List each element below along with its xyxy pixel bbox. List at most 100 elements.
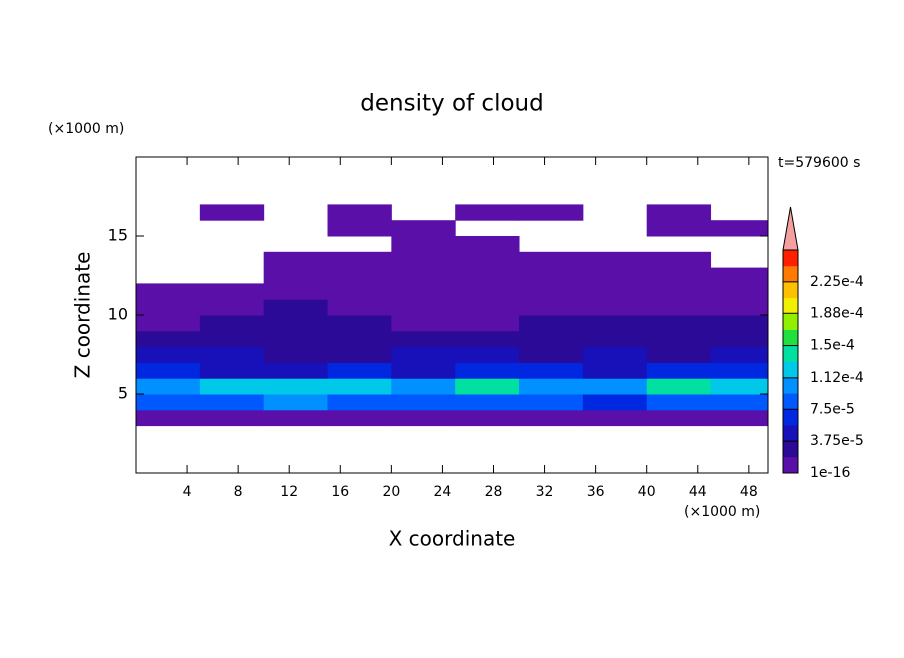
contour-cell [582,283,648,300]
contour-cell [199,409,265,427]
contour-cell [199,283,265,300]
colorbar-bin [783,377,798,394]
colorbar-tick-label: 3.75e-5 [810,433,864,449]
colorbar-bin [783,297,798,315]
contour-cell [582,251,648,269]
contour-cell [263,346,329,363]
x-tick-label: 12 [280,484,298,500]
contour-cell [391,236,456,253]
contour-cell [455,299,520,316]
contour-cell [327,204,392,221]
contour-cell [455,315,520,332]
contour-cell [455,409,520,427]
x-tick-label: 48 [740,484,758,500]
contour-cell [582,267,648,284]
chart-title: density of cloud [360,91,543,117]
contour-cell [710,346,768,363]
contour-cell [646,267,712,284]
contour-cell [646,378,712,395]
contour-cell [327,346,392,363]
colorbar-bin [783,393,798,410]
contour-cell [455,236,520,253]
contour-cell [391,346,456,363]
contour-cell [391,378,456,395]
contour-cell [710,378,768,395]
contour-cell [519,283,584,300]
contour-cell [519,315,584,332]
x-tick-label: 44 [689,484,707,500]
contour-cell [519,267,584,284]
colorbar-bin [783,265,798,283]
contour-cell [519,330,584,348]
colorbar-bin [783,329,798,346]
colorbar-bin [783,441,798,458]
contour-cell [646,346,712,363]
contour-cell [391,330,456,348]
x-tick-label: 40 [638,484,656,500]
x-tick-label: 20 [382,484,400,500]
contour-cell [199,204,265,221]
y-tick-label: 15 [108,226,128,245]
contour-cell [710,299,768,316]
contour-cell [391,409,456,427]
contour-cell [710,409,768,427]
x-tick-label: 16 [331,484,349,500]
contour-cell [582,362,648,379]
contour-cell [263,330,329,348]
time-label: t=579600 s [778,155,860,171]
contour-cell [582,315,648,332]
x-tick-label: 8 [234,484,243,500]
y-unit: (×1000 m) [48,121,124,137]
contour-cell [136,346,201,363]
contour-cell [519,299,584,316]
contour-cell [455,378,520,395]
contour-cell [136,299,201,316]
contour-cell [519,204,584,221]
contour-cell [519,409,584,427]
contour-cell [263,315,329,332]
contour-cell [327,251,392,269]
x-tick-label: 28 [485,484,503,500]
y-tick-label: 10 [108,305,128,324]
contour-cell [263,362,329,379]
x-tick-label: 24 [434,484,452,500]
contour-cell [136,315,201,332]
colorbar-bin [783,313,798,330]
contour-cell [455,330,520,348]
contour-cell [710,267,768,284]
contour-cell [646,330,712,348]
colorbar-bin [783,425,798,442]
contour-cell [646,251,712,269]
contour-cell [455,283,520,300]
contour-cell [710,362,768,379]
colorbar-tick-label: 1e-16 [810,465,850,481]
colorbar-tick-label: 7.5e-5 [810,401,855,417]
colorbar-bin [783,281,798,299]
contour-cell [327,394,392,411]
contour-cell [710,330,768,348]
contour-cell [646,220,712,237]
y-tick-label: 5 [118,384,128,403]
contour-cell [199,299,265,316]
contour-cell [199,378,265,395]
contour-cell [582,394,648,411]
contour-cell [455,362,520,379]
contour-cell [391,315,456,332]
contour-cell [136,330,201,348]
contour-cell [646,283,712,300]
contour-cell [199,315,265,332]
contour-cell [136,378,201,395]
contour-cell [646,362,712,379]
contour-cell [710,394,768,411]
colorbar-bin [783,409,798,426]
contour-cell [646,204,712,221]
colorbar-tick-label: 2.25e-4 [810,274,864,290]
contour-cell [327,267,392,284]
contour-cell [582,409,648,427]
x-unit: (×1000 m) [684,504,760,520]
contour-cell [391,299,456,316]
colorbar-tick-label: 1.12e-4 [810,370,864,386]
contour-cell [136,362,201,379]
contour-cell [199,362,265,379]
